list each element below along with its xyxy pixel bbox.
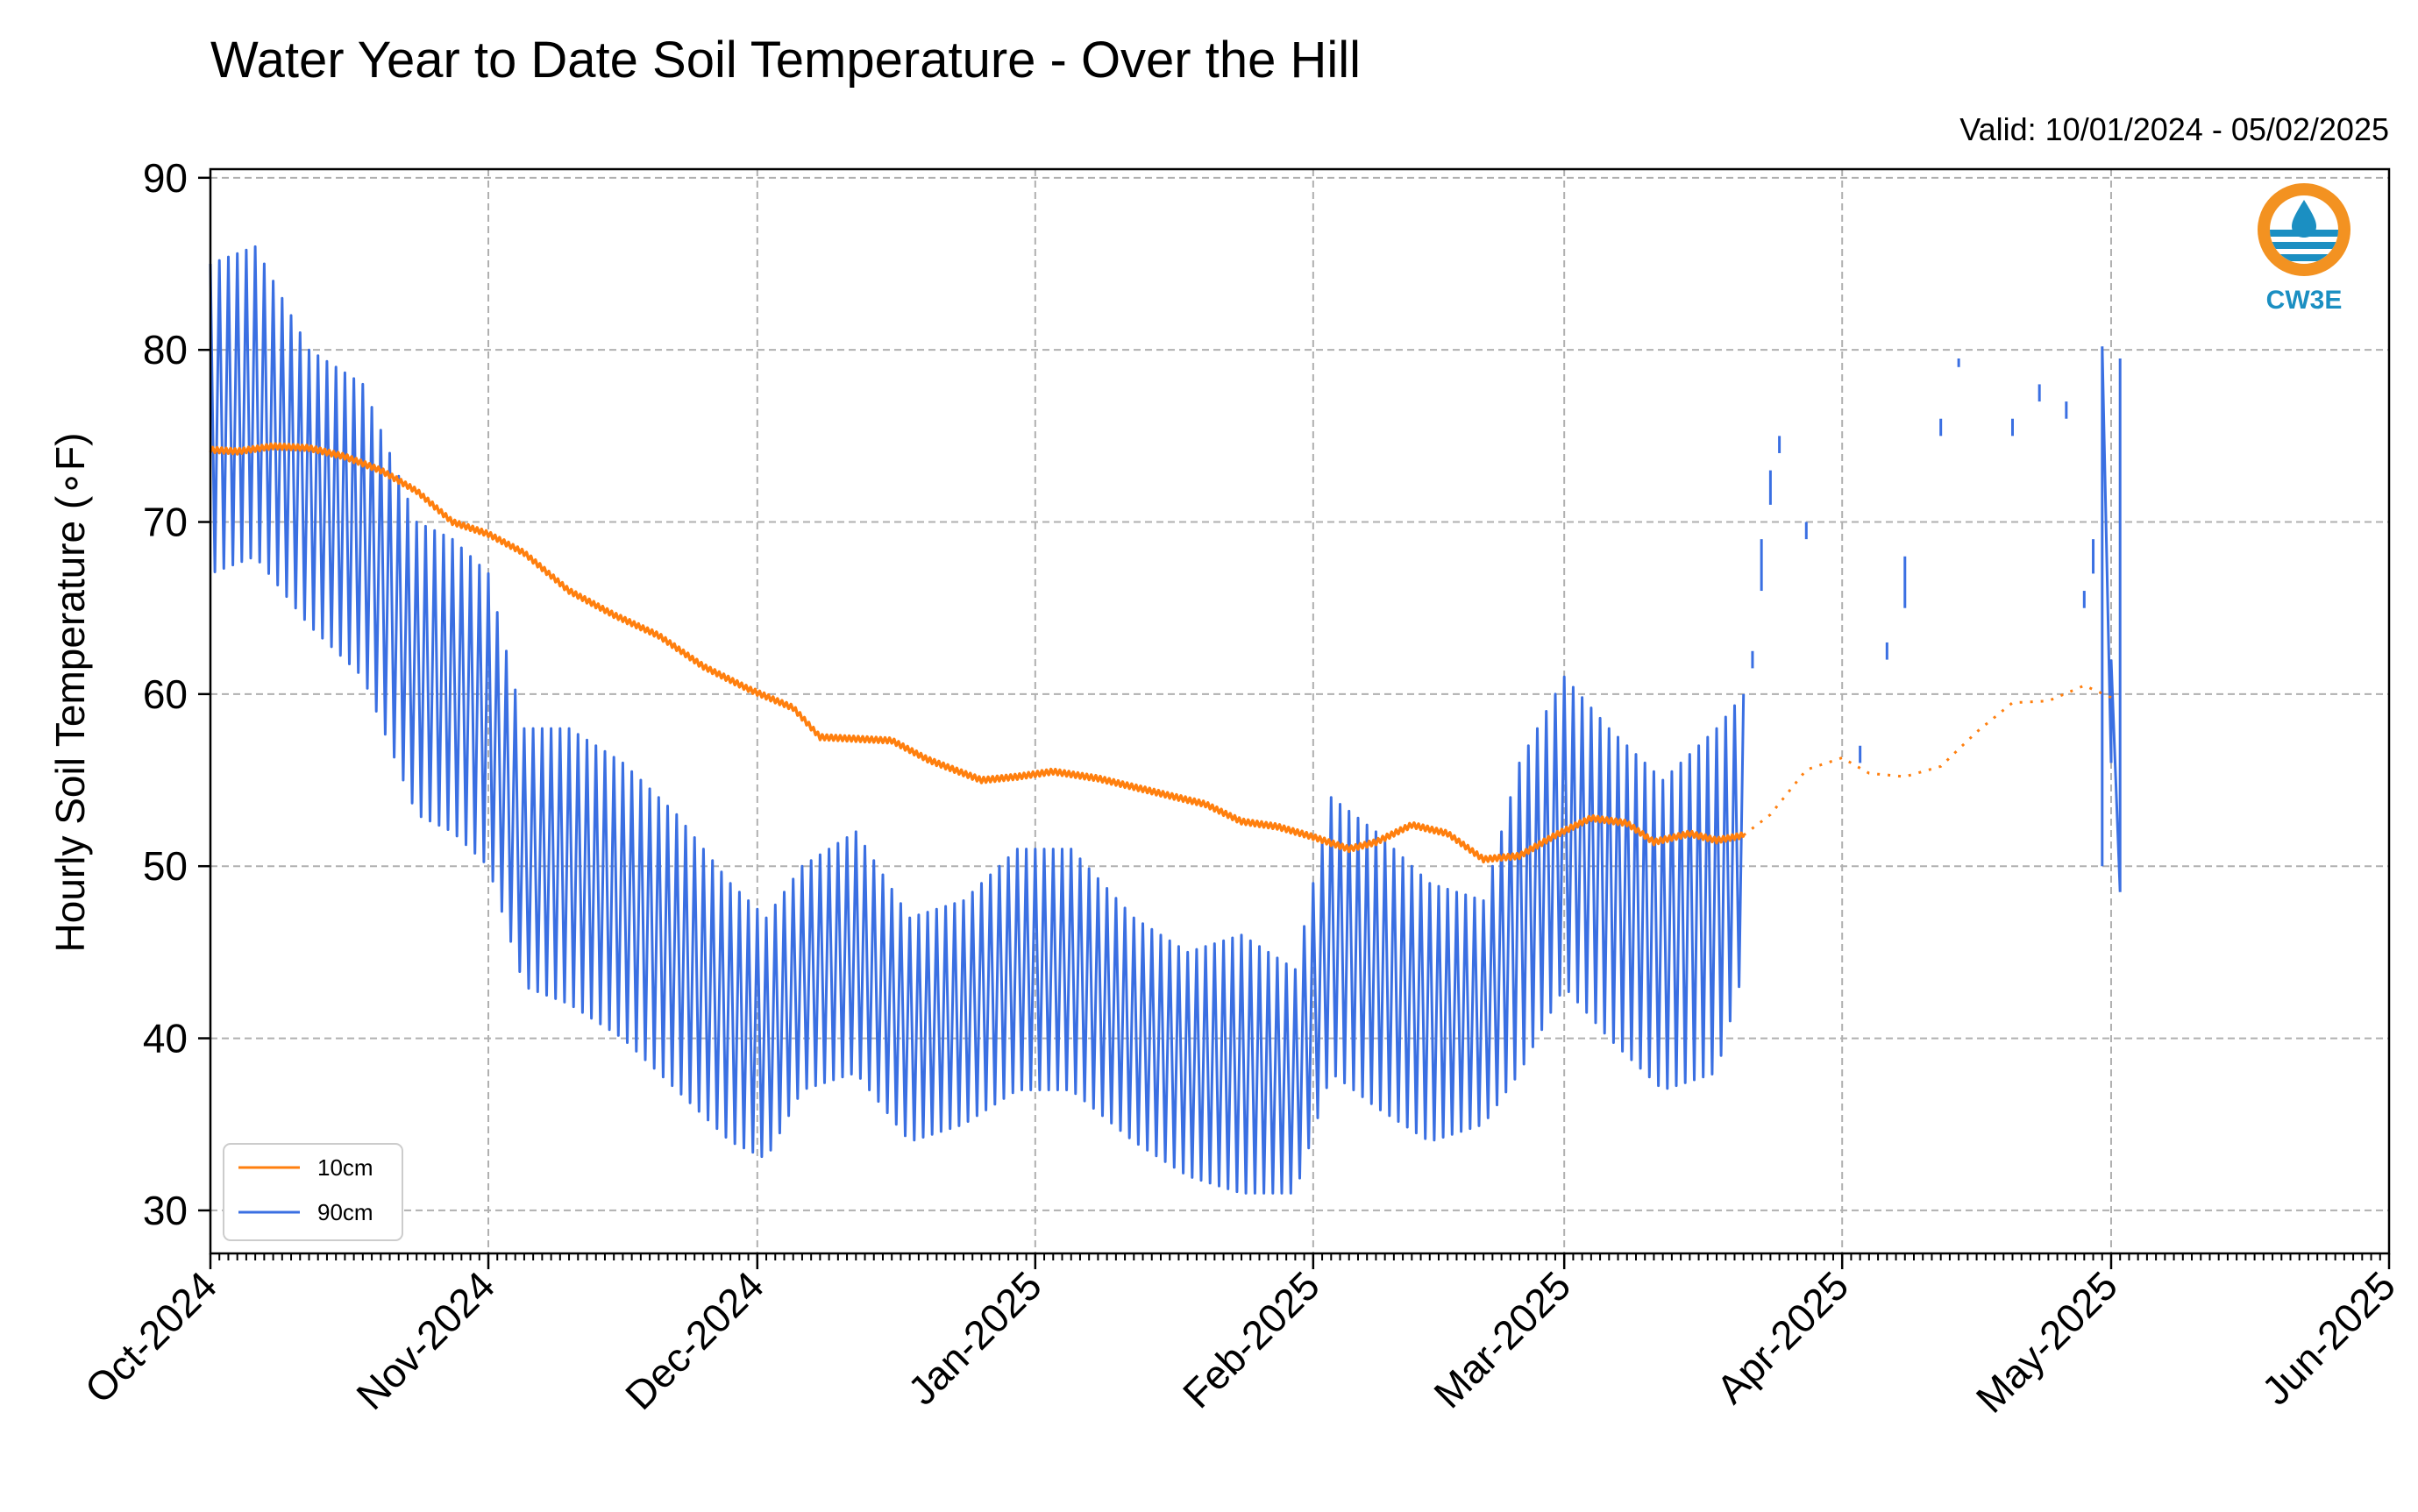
chart-subtitle: Valid: 10/01/2024 - 05/02/2025 (1959, 111, 2389, 147)
x-tick-label: Jan-2025 (899, 1262, 1049, 1413)
legend-label-10cm: 10cm (317, 1154, 373, 1181)
x-tick-label: Nov-2024 (347, 1262, 503, 1418)
x-tick-label: Feb-2025 (1174, 1262, 1328, 1416)
y-tick-label: 50 (143, 843, 188, 889)
x-tick-label: Mar-2025 (1425, 1262, 1579, 1416)
series-line-10cm (209, 442, 1746, 864)
y-tick-label: 40 (143, 1016, 188, 1061)
x-tick-label: Apr-2025 (1708, 1262, 1858, 1412)
plot-frame (209, 167, 2391, 1255)
y-tick-label: 60 (143, 671, 188, 717)
y-tick-label: 30 (143, 1188, 188, 1233)
x-tick-label: May-2025 (1967, 1262, 2126, 1421)
plot-series (209, 245, 2122, 1195)
legend: 10cm 90cm (223, 1143, 403, 1241)
series-line-10cm-dotted (1742, 684, 2112, 837)
legend-box (223, 1143, 403, 1241)
x-tick-label: Oct-2024 (76, 1262, 226, 1412)
y-axis-label: Hourly Soil Temperature (∘F) (47, 433, 93, 953)
water-drop-icon (2292, 200, 2316, 238)
y-tick-label: 80 (143, 327, 188, 373)
cw3e-logo: CW3E (2258, 183, 2350, 315)
y-tick-label: 70 (143, 500, 188, 545)
y-tick-label: 90 (143, 155, 188, 201)
x-tick-label: Dec-2024 (616, 1262, 772, 1418)
series-line-90cm (209, 245, 1746, 1195)
x-tick-label: Jun-2025 (2253, 1262, 2404, 1413)
chart-title: Water Year to Date Soil Temperature - Ov… (210, 32, 1361, 89)
logo-text: CW3E (2266, 286, 2343, 315)
legend-label-90cm: 90cm (317, 1199, 373, 1225)
logo-ring (2258, 183, 2350, 276)
grid-lines (210, 169, 2390, 1253)
axes: 30 40 50 60 70 80 90 Oct-2024 Nov-2024 Dec-2024 Ja… (76, 155, 2405, 1422)
series-burst-90cm (2101, 346, 2122, 892)
